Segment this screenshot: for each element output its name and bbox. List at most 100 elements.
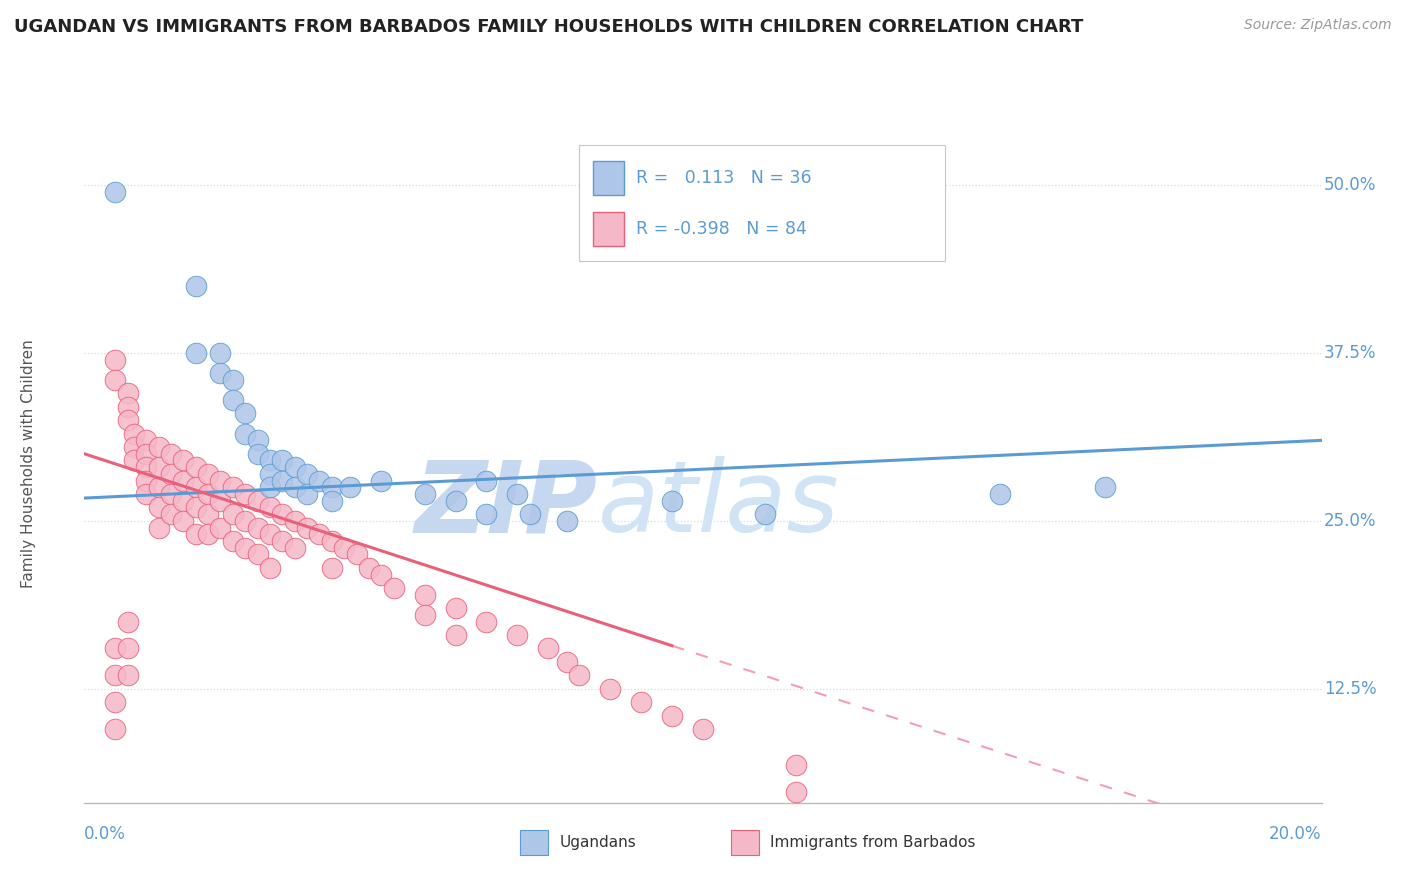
Point bbox=[1094, 480, 1116, 494]
Text: Immigrants from Barbados: Immigrants from Barbados bbox=[770, 835, 976, 849]
Point bbox=[754, 507, 776, 521]
Point bbox=[104, 668, 127, 682]
Point bbox=[568, 668, 591, 682]
Point bbox=[233, 426, 256, 441]
Point bbox=[259, 561, 281, 575]
Point bbox=[519, 507, 541, 521]
Point bbox=[184, 527, 207, 541]
Point bbox=[135, 447, 157, 461]
Point bbox=[271, 453, 294, 467]
Point bbox=[785, 785, 807, 799]
Point bbox=[506, 487, 529, 501]
Point bbox=[135, 474, 157, 488]
Point bbox=[222, 507, 245, 521]
Point bbox=[104, 695, 127, 709]
Point bbox=[197, 467, 219, 481]
Point bbox=[122, 426, 145, 441]
Point bbox=[148, 500, 170, 515]
Point bbox=[148, 440, 170, 454]
Point bbox=[104, 641, 127, 656]
Point bbox=[222, 373, 245, 387]
Point bbox=[785, 758, 807, 772]
Point bbox=[209, 474, 232, 488]
Point bbox=[148, 480, 170, 494]
Point bbox=[222, 480, 245, 494]
Point bbox=[295, 520, 318, 534]
Point bbox=[444, 628, 467, 642]
Point bbox=[413, 607, 436, 622]
Point bbox=[284, 460, 307, 475]
Text: R =   0.113   N = 36: R = 0.113 N = 36 bbox=[636, 169, 811, 186]
Point bbox=[117, 668, 139, 682]
Point bbox=[246, 447, 269, 461]
Point bbox=[599, 681, 621, 696]
Point bbox=[661, 708, 683, 723]
Point bbox=[555, 514, 578, 528]
Point bbox=[233, 541, 256, 555]
Text: 12.5%: 12.5% bbox=[1324, 680, 1376, 698]
Point bbox=[135, 460, 157, 475]
Point bbox=[233, 407, 256, 421]
Point bbox=[321, 493, 343, 508]
Point bbox=[259, 467, 281, 481]
Point bbox=[209, 520, 232, 534]
Point bbox=[135, 487, 157, 501]
Point bbox=[117, 615, 139, 629]
Point bbox=[321, 561, 343, 575]
Point bbox=[184, 480, 207, 494]
Point bbox=[370, 474, 392, 488]
Point bbox=[197, 507, 219, 521]
Point bbox=[346, 548, 368, 562]
Text: Family Households with Children: Family Households with Children bbox=[21, 340, 37, 588]
Point bbox=[555, 655, 578, 669]
Text: Ugandans: Ugandans bbox=[560, 835, 637, 849]
Point bbox=[197, 527, 219, 541]
Point bbox=[321, 534, 343, 549]
Point bbox=[233, 487, 256, 501]
Point bbox=[246, 548, 269, 562]
Point bbox=[295, 467, 318, 481]
Point bbox=[172, 474, 194, 488]
Text: 25.0%: 25.0% bbox=[1324, 512, 1376, 530]
Point bbox=[104, 722, 127, 736]
Point bbox=[184, 500, 207, 515]
Point bbox=[117, 386, 139, 401]
Text: 37.5%: 37.5% bbox=[1324, 344, 1376, 362]
Point bbox=[122, 440, 145, 454]
Point bbox=[160, 447, 183, 461]
Point bbox=[661, 493, 683, 508]
Point bbox=[117, 413, 139, 427]
Point bbox=[444, 493, 467, 508]
Text: 0.0%: 0.0% bbox=[84, 825, 127, 843]
Point bbox=[222, 534, 245, 549]
Point bbox=[284, 480, 307, 494]
Point bbox=[295, 487, 318, 501]
Text: UGANDAN VS IMMIGRANTS FROM BARBADOS FAMILY HOUSEHOLDS WITH CHILDREN CORRELATION : UGANDAN VS IMMIGRANTS FROM BARBADOS FAMI… bbox=[14, 18, 1084, 36]
Point bbox=[104, 185, 127, 199]
Point bbox=[444, 601, 467, 615]
Point bbox=[209, 493, 232, 508]
Text: 20.0%: 20.0% bbox=[1270, 825, 1322, 843]
Point bbox=[135, 434, 157, 448]
Point bbox=[197, 487, 219, 501]
Text: 50.0%: 50.0% bbox=[1324, 177, 1376, 194]
Point bbox=[246, 434, 269, 448]
Point bbox=[271, 474, 294, 488]
Point bbox=[117, 641, 139, 656]
Point bbox=[308, 474, 330, 488]
Point bbox=[284, 541, 307, 555]
Point bbox=[160, 487, 183, 501]
Point bbox=[172, 493, 194, 508]
Point bbox=[104, 352, 127, 367]
Text: R = -0.398   N = 84: R = -0.398 N = 84 bbox=[636, 219, 807, 237]
Point bbox=[209, 366, 232, 380]
Point bbox=[233, 514, 256, 528]
Point bbox=[382, 581, 405, 595]
Point bbox=[117, 400, 139, 414]
Point bbox=[246, 520, 269, 534]
Point bbox=[172, 514, 194, 528]
Text: Source: ZipAtlas.com: Source: ZipAtlas.com bbox=[1244, 18, 1392, 32]
Point bbox=[413, 588, 436, 602]
Point bbox=[222, 393, 245, 408]
Point bbox=[284, 514, 307, 528]
